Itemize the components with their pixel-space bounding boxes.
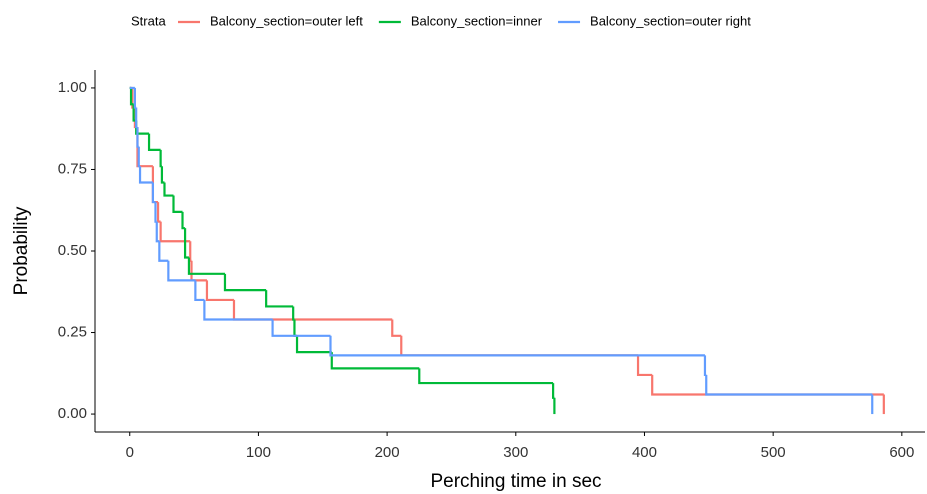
- survival-step: [133, 87, 137, 109]
- x-tick-label: 600: [889, 444, 914, 461]
- survival-step: [156, 202, 161, 223]
- survival-step: [155, 221, 160, 243]
- x-tick-label: 200: [375, 444, 400, 461]
- survival-step: [651, 374, 884, 396]
- survival-step: [136, 127, 139, 148]
- survival-step: [163, 182, 174, 197]
- y-tick-label: 0.00: [58, 405, 87, 422]
- survival-step: [705, 374, 873, 396]
- survival-step: [167, 260, 196, 282]
- y-axis-title: Probability: [11, 206, 32, 295]
- survival-step: [190, 260, 207, 282]
- legend-label: Balcony_section=inner: [411, 13, 543, 28]
- survival-step: [292, 306, 295, 321]
- survival-step: [329, 335, 705, 357]
- survival-step: [552, 383, 555, 399]
- survival-step: [159, 149, 162, 168]
- survival-step: [181, 211, 186, 230]
- survival-step: [187, 257, 225, 275]
- survival-step: [138, 166, 153, 184]
- survival-step: [271, 319, 331, 337]
- y-tick-label: 0.50: [58, 242, 87, 259]
- survival-step: [636, 355, 653, 377]
- survival-step: [147, 133, 161, 152]
- survival-step: [158, 241, 169, 262]
- survival-step: [154, 202, 157, 223]
- survival-step: [183, 228, 189, 259]
- survival-step: [205, 280, 234, 302]
- x-tick-label: 100: [246, 444, 271, 461]
- survival-step: [137, 146, 141, 168]
- survival-step: [151, 182, 156, 204]
- legend-title: Strata: [131, 13, 166, 28]
- survival-step: [135, 107, 138, 129]
- legend-label: Balcony_section=outer left: [210, 13, 363, 28]
- survival-step: [172, 195, 183, 213]
- survival-step: [330, 352, 420, 370]
- survival-step: [223, 273, 267, 292]
- survival-step: [265, 290, 294, 308]
- survival-step: [295, 335, 332, 354]
- x-axis-title: Perching time in sec: [430, 471, 601, 492]
- y-tick-label: 0.75: [58, 160, 87, 177]
- y-tick-label: 1.00: [58, 79, 87, 96]
- survival-step: [293, 319, 298, 337]
- survival-step: [400, 335, 639, 357]
- survival-step: [232, 299, 393, 321]
- survival-step: [703, 355, 707, 377]
- survival-step: [129, 87, 134, 106]
- x-tick-label: 400: [632, 444, 657, 461]
- legend-label: Balcony_section=outer right: [590, 13, 751, 28]
- survival-step: [159, 221, 191, 243]
- x-tick-label: 500: [761, 444, 786, 461]
- survival-step: [194, 280, 205, 302]
- survival-step: [391, 319, 402, 337]
- survival-step: [203, 299, 273, 321]
- x-tick-label: 300: [503, 444, 528, 461]
- survival-step: [189, 241, 192, 262]
- y-tick-label: 0.25: [58, 324, 87, 341]
- survival-step: [418, 368, 554, 385]
- x-tick-label: 0: [126, 444, 134, 461]
- survival-step: [160, 166, 165, 184]
